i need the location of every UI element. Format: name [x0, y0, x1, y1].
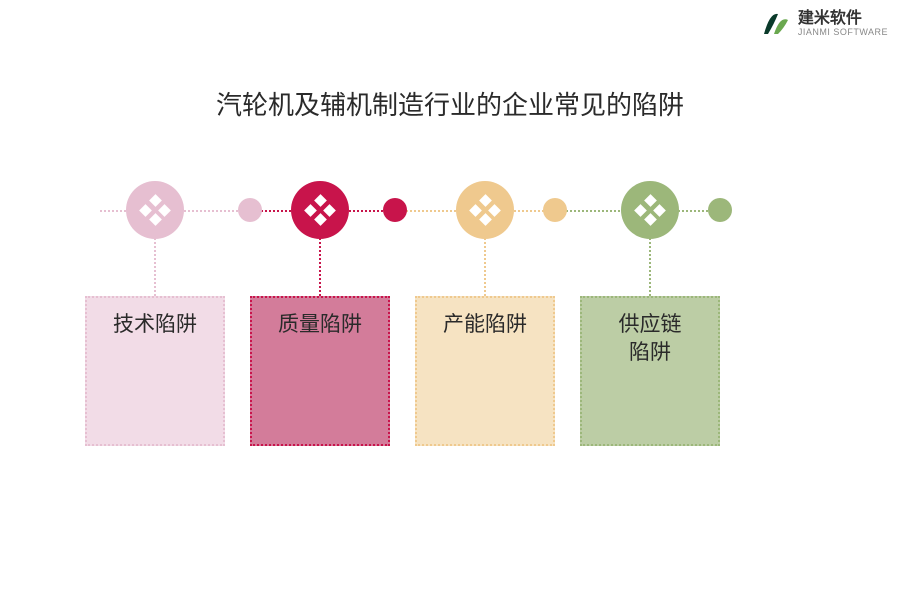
timeline-node — [621, 181, 679, 239]
timeline-vline — [649, 238, 651, 296]
timeline-vline — [484, 238, 486, 296]
pitfall-box: 质量陷阱 — [250, 296, 390, 446]
pitfall-box: 供应链 陷阱 — [580, 296, 720, 446]
logo-mark-icon — [760, 8, 792, 40]
pitfall-box: 技术陷阱 — [85, 296, 225, 446]
diamond-icon — [307, 197, 333, 223]
diamond-icon — [472, 197, 498, 223]
timeline-connector-dot — [708, 198, 732, 222]
logo-english: JIANMI SOFTWARE — [798, 28, 888, 38]
brand-logo: 建米软件 JIANMI SOFTWARE — [760, 8, 888, 40]
pitfall-label: 供应链 陷阱 — [582, 310, 718, 367]
timeline-node — [456, 181, 514, 239]
timeline-vline — [319, 238, 321, 296]
pitfall-label: 产能陷阱 — [417, 310, 553, 338]
pitfall-label: 技术陷阱 — [87, 310, 223, 338]
page-title: 汽轮机及辅机制造行业的企业常见的陷阱 — [0, 85, 900, 122]
timeline-connector-dot — [238, 198, 262, 222]
pitfall-box: 产能陷阱 — [415, 296, 555, 446]
diamond-icon — [637, 197, 663, 223]
logo-chinese: 建米软件 — [798, 10, 888, 28]
timeline-node — [291, 181, 349, 239]
timeline-connector-dot — [383, 198, 407, 222]
timeline-node — [126, 181, 184, 239]
diamond-icon — [142, 197, 168, 223]
pitfall-label: 质量陷阱 — [252, 310, 388, 338]
timeline-connector-dot — [543, 198, 567, 222]
timeline-vline — [154, 238, 156, 296]
